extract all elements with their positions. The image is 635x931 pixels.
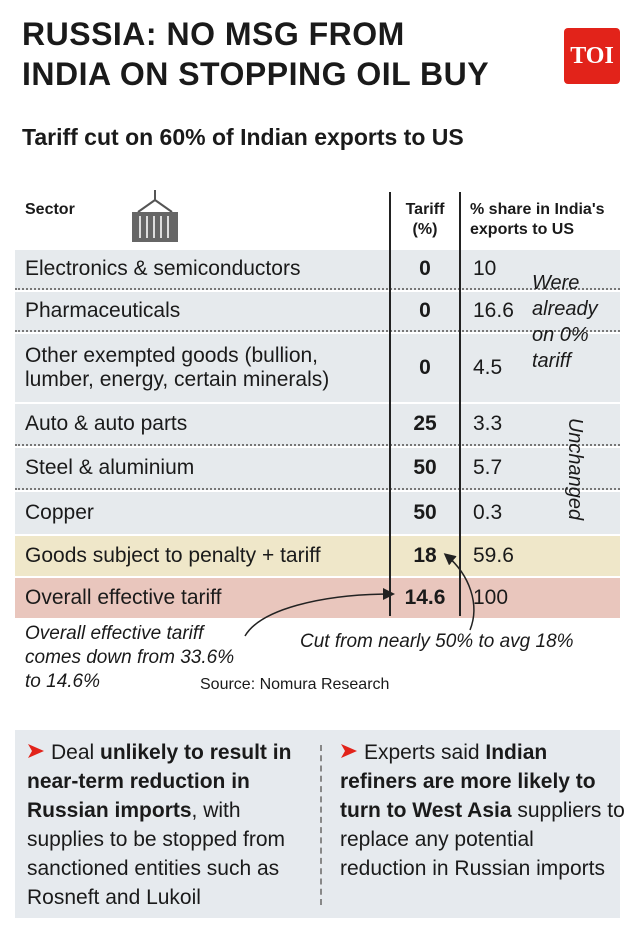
sector-cell: Pharmaceuticals bbox=[25, 299, 181, 322]
table-row: Steel & aluminium 50 5.7 bbox=[15, 448, 620, 490]
share-cell: 0.3 bbox=[473, 501, 503, 524]
group-note: Were already on 0% tariff bbox=[532, 272, 598, 372]
table-row: Copper 50 0.3 bbox=[15, 492, 620, 534]
bullet-text: Indian refiners are more likely to turn … bbox=[340, 741, 596, 822]
column-header: % share in India's exports to US bbox=[470, 201, 605, 238]
bullet-text: suppliers to replace any potential reduc… bbox=[340, 799, 625, 880]
annotation: Overall effective tariff comes down from… bbox=[25, 623, 235, 692]
bullet-box bbox=[15, 730, 620, 918]
bullet-text: unlikely to result in near-term reductio… bbox=[27, 741, 292, 822]
logo: TOI bbox=[564, 28, 620, 84]
table-row: Auto & auto parts 25 3.3 bbox=[15, 404, 620, 446]
annotation: Cut from nearly 50% to avg 18% bbox=[300, 631, 574, 652]
table-row: Pharmaceuticals 0 16.6 bbox=[15, 292, 620, 332]
bullet-icon bbox=[28, 744, 44, 758]
bullet-icon bbox=[341, 744, 357, 758]
column-divider bbox=[389, 192, 391, 616]
headline-line: INDIA ON STOPPING OIL BUY bbox=[22, 56, 490, 92]
table-row: Goods subject to penalty + tariff 18 59.6 bbox=[15, 536, 620, 576]
headline: RUSSIA: NO MSG FROM INDIA ON STOPPING OI… bbox=[22, 14, 489, 94]
tariff-cell: 50 bbox=[413, 456, 437, 479]
source: Source: Nomura Research bbox=[200, 676, 390, 693]
table-row: Other exempted goods (bullion, lumber, e… bbox=[15, 334, 620, 402]
share-cell: 4.5 bbox=[473, 356, 503, 379]
sector-cell: Goods subject to penalty + tariff bbox=[25, 544, 321, 567]
group-note: Unchanged bbox=[564, 417, 586, 521]
table-row: Overall effective tariff 14.6 100 bbox=[15, 578, 620, 618]
bullet: Experts said Indian refiners are more li… bbox=[340, 738, 625, 883]
column-header: Tariff (%) bbox=[405, 201, 445, 238]
table-row: Electronics & semiconductors 0 10 bbox=[15, 250, 620, 290]
tariff-cell: 0 bbox=[419, 299, 431, 322]
column-header: Sector bbox=[25, 201, 75, 218]
sector-cell: Auto & auto parts bbox=[25, 412, 188, 435]
tariff-cell: 0 bbox=[419, 356, 431, 379]
container-icon bbox=[132, 190, 178, 242]
headline-line: RUSSIA: NO MSG FROM bbox=[22, 16, 405, 52]
bullet-text: Experts said bbox=[364, 741, 486, 764]
sector-cell: Steel & aluminium bbox=[25, 456, 195, 479]
share-cell: 16.6 bbox=[473, 299, 514, 322]
tariff-cell: 0 bbox=[419, 257, 431, 280]
share-cell: 59.6 bbox=[473, 544, 514, 567]
bullet-divider bbox=[320, 745, 322, 905]
column-divider bbox=[459, 192, 461, 616]
sector-cell: Other exempted goods (bullion, lumber, e… bbox=[25, 344, 330, 391]
share-cell: 10 bbox=[473, 257, 497, 280]
share-cell: 3.3 bbox=[473, 412, 503, 435]
share-cell: 5.7 bbox=[473, 456, 503, 479]
share-cell: 100 bbox=[473, 586, 509, 609]
sector-cell: Electronics & semiconductors bbox=[25, 257, 301, 280]
subtitle: Tariff cut on 60% of Indian exports to U… bbox=[22, 124, 464, 150]
tariff-cell: 14.6 bbox=[404, 586, 446, 609]
sector-cell: Overall effective tariff bbox=[25, 586, 222, 609]
tariff-cell: 50 bbox=[413, 501, 437, 524]
bullet-text: , with supplies to be stopped from sanct… bbox=[27, 799, 285, 909]
tariff-cell: 18 bbox=[413, 544, 437, 567]
bullet-text: Deal bbox=[51, 741, 101, 764]
bullet: Deal unlikely to result in near-term red… bbox=[27, 738, 312, 912]
sector-cell: Copper bbox=[25, 501, 94, 524]
tariff-cell: 25 bbox=[413, 412, 437, 435]
